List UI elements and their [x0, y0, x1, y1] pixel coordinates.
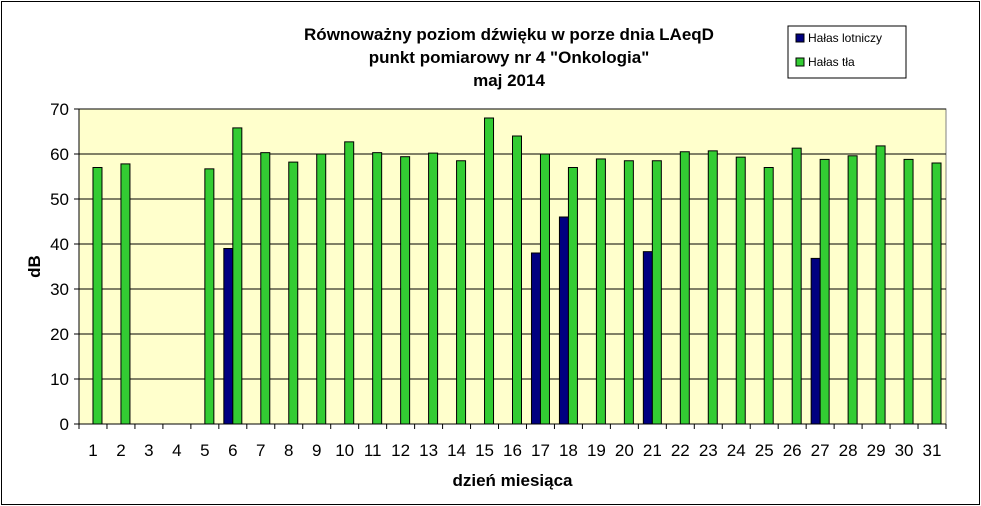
x-tick-label: 26: [783, 441, 802, 460]
bar-halas-lotniczy-18: [558, 216, 569, 425]
x-tick-label: 7: [256, 441, 265, 460]
bar-halas-tla-6: [232, 127, 243, 425]
x-tick-label: 15: [475, 441, 494, 460]
y-tick-label: 20: [50, 325, 69, 344]
bar-halas-tla-8: [288, 161, 299, 425]
x-tick-label: 20: [615, 441, 634, 460]
bar-halas-tla-20: [623, 160, 634, 425]
bar-halas-tla-18: [567, 167, 578, 425]
y-tick-label: 0: [60, 415, 69, 434]
bar-halas-tla-7: [260, 152, 271, 425]
x-tick-label: 4: [172, 441, 181, 460]
bar-halas-tla-25: [763, 167, 774, 425]
x-tick-label: 23: [699, 441, 718, 460]
bar-halas-tla-29: [875, 145, 886, 425]
chart-title: Równoważny poziom dźwięku w porze dnia L…: [304, 25, 714, 90]
bar-halas-tla-17: [539, 153, 550, 425]
x-tick-label: 25: [755, 441, 774, 460]
chart-title-line-1: Równoważny poziom dźwięku w porze dnia L…: [304, 25, 714, 44]
legend-label: Hałas lotniczy: [808, 31, 882, 45]
x-tick-label: 18: [559, 441, 578, 460]
x-tick-label: 3: [144, 441, 153, 460]
x-tick-label: 27: [811, 441, 830, 460]
x-tick-label: 24: [727, 441, 746, 460]
y-tick-label: 50: [50, 190, 69, 209]
bar-halas-tla-13: [428, 152, 439, 425]
x-tick-label: 11: [364, 441, 382, 460]
legend-swatch: [795, 57, 805, 67]
bar-halas-tla-31: [931, 162, 942, 425]
chart-title-line-3: maj 2014: [473, 71, 545, 90]
x-tick-label: 17: [531, 441, 550, 460]
bar-halas-tla-21: [651, 160, 662, 425]
bar-halas-tla-28: [847, 155, 858, 425]
x-tick-label: 29: [867, 441, 886, 460]
bar-halas-tla-19: [595, 158, 606, 425]
x-tick-label: 31: [923, 441, 942, 460]
x-tick-label: 10: [335, 441, 354, 460]
y-tick-label: 10: [50, 370, 69, 389]
x-tick-label: 6: [228, 441, 237, 460]
x-tick-label: 19: [587, 441, 606, 460]
x-tick-labels: 1 2 3 4 5 6 7 8 9 10 11 12 13 14 15 16 17 18 19 20 21 22 23 24 2…: [88, 441, 941, 460]
y-tick-label: 30: [50, 280, 69, 299]
bar-halas-tla-27: [819, 158, 830, 425]
bar-halas-lotniczy-27: [810, 257, 821, 425]
legend-box: [787, 25, 907, 79]
x-tick-label: 28: [839, 441, 858, 460]
bar-halas-tla-15: [484, 117, 495, 425]
bar-halas-tla-1: [92, 167, 103, 425]
bar-halas-tla-11: [372, 152, 383, 425]
y-tick-label: 40: [50, 235, 69, 254]
y-axis-title: dB: [25, 255, 44, 278]
x-tick-label: 22: [671, 441, 690, 460]
x-tick-label: 9: [312, 441, 321, 460]
bar-halas-tla-23: [707, 150, 718, 425]
bar-halas-tla-24: [735, 156, 746, 425]
x-tick-label: 16: [503, 441, 522, 460]
x-axis-title: dzień miesiąca: [452, 471, 573, 490]
bar-halas-tla-2: [120, 163, 131, 425]
x-tick-label: 8: [284, 441, 293, 460]
x-tick-label: 14: [447, 441, 466, 460]
x-tick-label: 21: [643, 441, 662, 460]
bar-halas-tla-14: [456, 160, 467, 425]
bar-halas-lotniczy-21: [642, 251, 653, 425]
x-tick-label: 2: [116, 441, 125, 460]
y-tick-labels: 0 10 20 30 40 50 60 70: [50, 100, 69, 434]
bar-halas-tla-12: [400, 156, 411, 425]
x-tick-label: 13: [419, 441, 438, 460]
x-tick-label: 1: [88, 441, 97, 460]
chart-title-line-2: punkt pomiarowy nr 4 "Onkologia": [369, 48, 650, 67]
bar-halas-tla-5: [204, 168, 215, 425]
x-tick-label: 30: [895, 441, 914, 460]
bar-halas-tla-22: [679, 151, 690, 425]
bar-halas-lotniczy-6: [223, 248, 234, 425]
y-tick-label: 70: [50, 100, 69, 119]
bar-halas-lotniczy-17: [530, 252, 541, 425]
x-tick-label: 12: [391, 441, 410, 460]
x-tick-label: 5: [200, 441, 209, 460]
bar-halas-tla-30: [903, 158, 914, 425]
axes: [74, 108, 947, 429]
legend: Hałas lotniczy Hałas tła: [787, 25, 907, 79]
bar-halas-tla-26: [791, 147, 802, 425]
y-tick-label: 60: [50, 145, 69, 164]
bar-halas-tla-16: [512, 135, 522, 425]
legend-swatch: [795, 33, 805, 43]
bar-halas-tla-10: [344, 141, 355, 425]
bar-halas-tla-9: [316, 153, 327, 425]
legend-label: Hałas tła: [808, 55, 855, 69]
